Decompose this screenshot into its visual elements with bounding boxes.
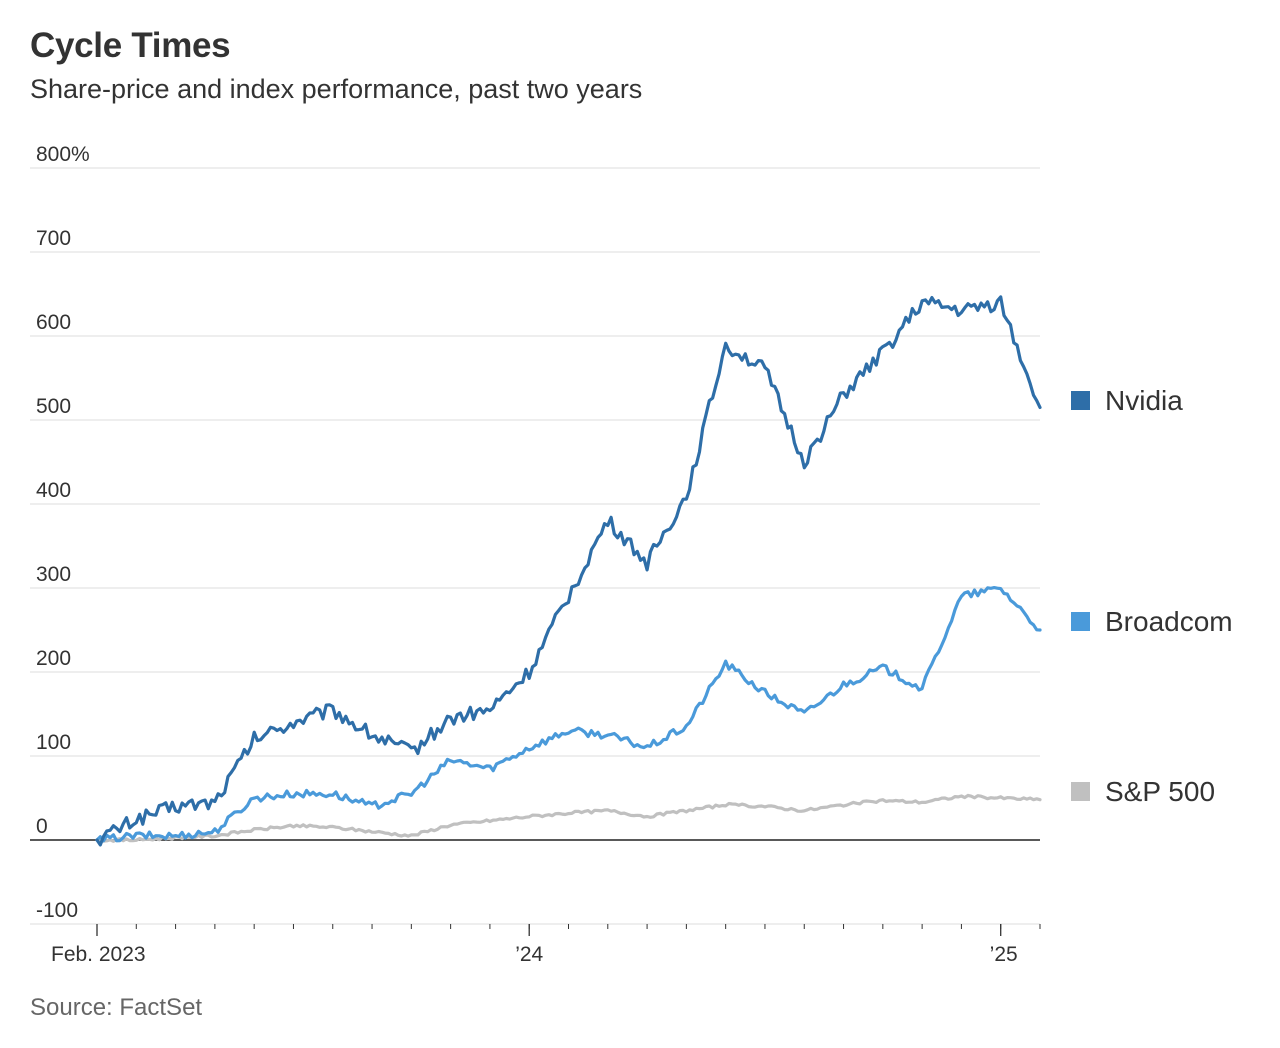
gridlines: [30, 167, 1040, 925]
x-tick-label: ’24: [515, 943, 543, 966]
series-line-broadcom: [95, 586, 1042, 843]
y-tick-label: 600: [36, 311, 71, 334]
x-tick-label: ’25: [990, 943, 1018, 966]
y-tick-label: 0: [36, 815, 48, 838]
x-axis: Feb. 2023 ’24 ’25: [51, 924, 1041, 966]
legend: Nvidia Broadcom S&P 500: [1071, 385, 1233, 807]
legend-swatch-nvidia: [1071, 391, 1090, 410]
y-tick-label: 300: [36, 563, 71, 586]
chart-subtitle: Share-price and index performance, past …: [30, 74, 643, 104]
chart-title: Cycle Times: [30, 26, 231, 65]
y-tick-label: -100: [36, 899, 78, 922]
legend-label-broadcom: Broadcom: [1105, 606, 1233, 637]
x-tick-label: Feb. 2023: [51, 943, 146, 966]
chart-source: Source: FactSet: [30, 994, 203, 1021]
series-line-nvidia: [95, 295, 1042, 847]
y-tick-label: 700: [36, 227, 71, 250]
y-tick-label: 500: [36, 395, 71, 418]
series-line-s-p-500: [95, 793, 1042, 843]
y-tick-label: 400: [36, 479, 71, 502]
legend-swatch-s-p-500: [1071, 782, 1090, 801]
legend-label-nvidia: Nvidia: [1105, 385, 1183, 416]
y-tick-label: 800%: [36, 143, 90, 166]
legend-swatch-broadcom: [1071, 612, 1090, 631]
y-axis-labels: 800% 700 600 500 400 300 200 100 0 -100: [36, 143, 90, 922]
y-tick-label: 200: [36, 647, 71, 670]
series-lines: [95, 295, 1042, 847]
legend-label-s-p-500: S&P 500: [1105, 776, 1215, 807]
y-tick-label: 100: [36, 731, 71, 754]
